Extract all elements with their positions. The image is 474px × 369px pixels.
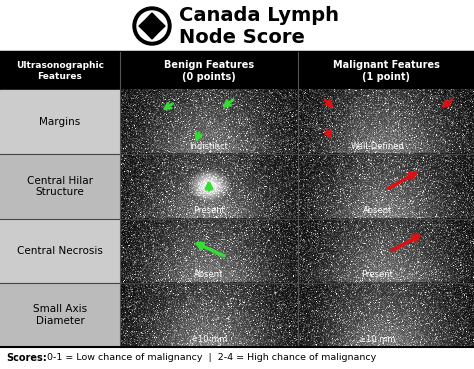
Polygon shape (139, 13, 165, 39)
Bar (0, 283, 120, 347)
Text: Small Axis
Diameter: Small Axis Diameter (33, 304, 87, 326)
Text: Benign Features
(0 points): Benign Features (0 points) (164, 60, 254, 82)
Text: Absent: Absent (363, 206, 392, 215)
Bar (0, 52, 474, 90)
Text: Present: Present (361, 270, 393, 279)
Text: <10 mm: <10 mm (191, 335, 227, 344)
Text: Scores:: Scores: (6, 353, 47, 363)
Bar (0, 154, 120, 218)
Text: Malignant Features
(1 point): Malignant Features (1 point) (333, 60, 439, 82)
Text: Present: Present (193, 206, 225, 215)
Bar (0, 218, 120, 283)
Text: Well-Defined: Well-Defined (350, 142, 404, 151)
Bar (0, 0, 474, 52)
Text: Central Hilar
Structure: Central Hilar Structure (27, 176, 93, 197)
Text: Ultrasonographic
Features: Ultrasonographic Features (16, 61, 104, 81)
Text: Absent: Absent (194, 270, 224, 279)
Text: Margins: Margins (39, 117, 81, 127)
Text: ≥10 mm: ≥10 mm (359, 335, 395, 344)
Circle shape (137, 11, 167, 41)
Text: Node Score: Node Score (179, 28, 305, 47)
Text: Indistinct: Indistinct (190, 142, 228, 151)
Bar (0, 347, 474, 369)
Text: 0-1 = Low chance of malignancy  |  2-4 = High chance of malignancy: 0-1 = Low chance of malignancy | 2-4 = H… (44, 354, 376, 362)
Bar (0, 90, 120, 154)
Text: Canada Lymph: Canada Lymph (179, 6, 339, 25)
Circle shape (133, 7, 171, 45)
Text: Central Necrosis: Central Necrosis (17, 246, 103, 256)
